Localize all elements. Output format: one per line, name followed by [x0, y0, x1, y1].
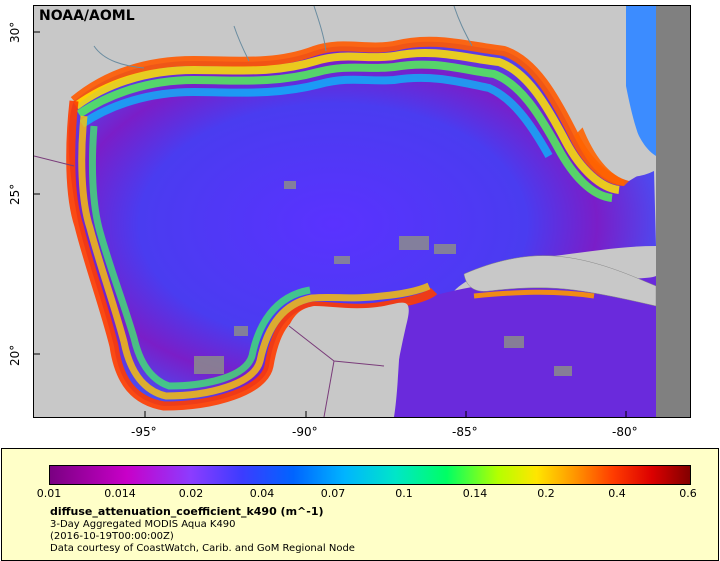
cloud-mask [194, 181, 572, 376]
lat-label-25: 25° [8, 183, 22, 205]
colorbar-tick: 0.01 [36, 487, 62, 500]
northern-coastal-band [70, 36, 625, 186]
colorbar-tick: 0.07 [320, 487, 346, 500]
legend-panel: 0.01 0.014 0.02 0.04 0.07 0.1 0.14 0.2 0… [1, 448, 719, 561]
colorbar-tick: 0.4 [608, 487, 626, 500]
lat-ticks [34, 31, 40, 355]
legend-title: diffuse_attenuation_coefficient_k490 (m^… [50, 505, 324, 518]
colorbar-tick: 0.04 [249, 487, 275, 500]
cuba-land [463, 255, 657, 307]
attribution-label: NOAA/AOML [39, 8, 135, 24]
lat-label-30: 30° [8, 21, 22, 43]
colorbar-tick: 0.14 [462, 487, 488, 500]
rivers [93, 6, 473, 69]
no-data-strip [656, 6, 690, 417]
legend-description: 3-Day Aggregated MODIS Aqua K490 [50, 519, 236, 530]
colorbar-tick: 0.2 [537, 487, 555, 500]
lon-label-90: -90° [292, 425, 318, 439]
colorbar [49, 465, 691, 485]
caribbean-water [394, 276, 656, 417]
k490-map [34, 6, 690, 417]
colorbar-tick: 0.02 [178, 487, 204, 500]
map-panel: NOAA/AOML [33, 5, 691, 418]
colorbar-tick: 0.014 [104, 487, 136, 500]
lon-label-95: -95° [131, 425, 157, 439]
western-coastal-band [66, 100, 438, 411]
colorbar-tick: 0.1 [395, 487, 413, 500]
lon-ticks [144, 411, 627, 417]
legend-credit: Data courtesy of CoastWatch, Carib. and … [50, 543, 355, 554]
lon-label-85: -85° [452, 425, 478, 439]
colorbar-tick: 0.6 [679, 487, 697, 500]
borders [34, 155, 385, 417]
legend-date: (2016-10-19T00:00:00Z) [50, 531, 174, 542]
yucatan-land [274, 302, 409, 417]
gulf-of-mexico-water [68, 41, 657, 407]
florida-land [579, 6, 654, 181]
lon-label-80: -80° [612, 425, 638, 439]
lat-label-20: 20° [8, 344, 22, 366]
